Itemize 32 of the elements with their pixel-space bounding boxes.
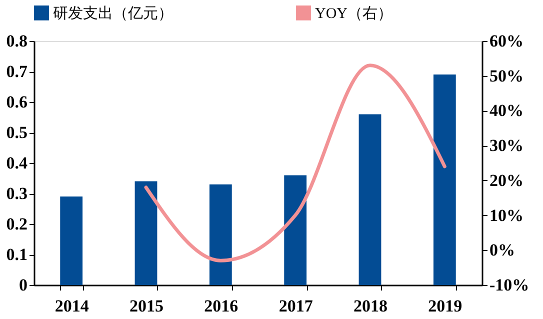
y2-tick-label: 40%	[490, 101, 524, 120]
line-series	[144, 64, 446, 262]
y-tick-label: 0.2	[6, 214, 28, 234]
y-tick-label: 0.5	[6, 123, 28, 142]
y-tick-label: 0.6	[6, 92, 28, 112]
y2-tick-label: 30%	[490, 136, 524, 156]
y-tick-label: 0.4	[6, 154, 28, 172]
x-tick-label: 2018	[354, 296, 388, 316]
bar	[209, 184, 232, 285]
y2-tick-label: 50%	[490, 66, 524, 86]
y-tick-label: 0.8	[6, 32, 28, 50]
y-tick-label: 0.1	[6, 245, 28, 264]
y2-tick-label: 20%	[490, 170, 524, 190]
bar	[433, 74, 456, 285]
bar	[358, 114, 382, 285]
y2-tick-label: 10%	[490, 206, 524, 225]
legend-label: 研发支出（亿元）	[53, 4, 173, 22]
x-tick-label: 2015	[130, 296, 164, 316]
x-tick-label: 2017	[278, 296, 314, 316]
bar	[284, 175, 307, 285]
y-tick-label: 0.3	[6, 184, 28, 203]
y-tick-label: 0.7	[6, 62, 28, 81]
x-tick-label: 2019	[428, 296, 462, 316]
y2-tick-label: 0%	[490, 240, 515, 260]
x-tick-label: 2014	[54, 296, 90, 316]
legend-label: YOY（右）	[315, 6, 392, 22]
y2-tick-label: 60%	[490, 32, 524, 50]
bar	[60, 196, 83, 285]
y-tick-label: 0	[19, 276, 28, 294]
y2-tick-label: -10%	[490, 276, 530, 294]
x-tick-label: 2016	[204, 296, 238, 316]
bar	[134, 181, 158, 285]
